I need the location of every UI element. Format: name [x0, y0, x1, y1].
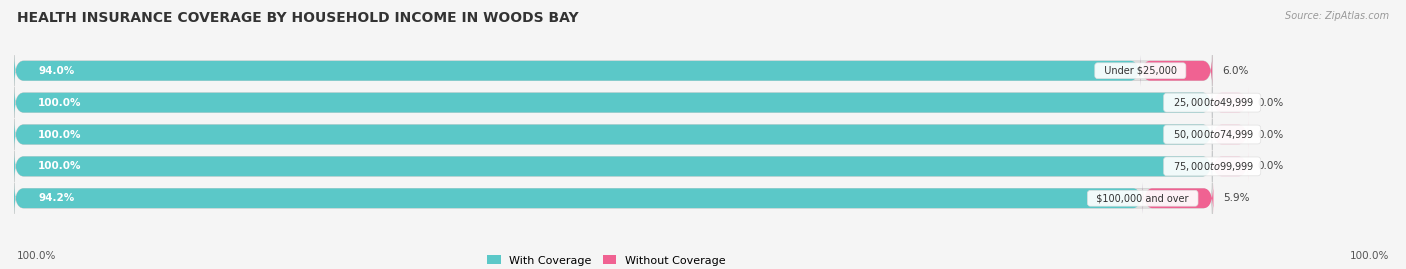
Text: 100.0%: 100.0% [1350, 251, 1389, 261]
FancyBboxPatch shape [14, 151, 1212, 182]
Text: HEALTH INSURANCE COVERAGE BY HOUSEHOLD INCOME IN WOODS BAY: HEALTH INSURANCE COVERAGE BY HOUSEHOLD I… [17, 11, 578, 25]
FancyBboxPatch shape [14, 87, 1212, 118]
FancyBboxPatch shape [1212, 119, 1249, 150]
FancyBboxPatch shape [14, 87, 1212, 118]
FancyBboxPatch shape [14, 183, 1212, 214]
Text: 100.0%: 100.0% [17, 251, 56, 261]
Text: 5.9%: 5.9% [1223, 193, 1250, 203]
FancyBboxPatch shape [1140, 55, 1212, 86]
Text: $50,000 to $74,999: $50,000 to $74,999 [1167, 128, 1258, 141]
FancyBboxPatch shape [1143, 183, 1213, 214]
Text: $25,000 to $49,999: $25,000 to $49,999 [1167, 96, 1258, 109]
Text: $75,000 to $99,999: $75,000 to $99,999 [1167, 160, 1258, 173]
FancyBboxPatch shape [14, 55, 1212, 86]
Text: 100.0%: 100.0% [38, 98, 82, 108]
Text: 94.2%: 94.2% [38, 193, 75, 203]
FancyBboxPatch shape [14, 119, 1212, 150]
Text: 0.0%: 0.0% [1258, 129, 1284, 140]
Text: 0.0%: 0.0% [1258, 161, 1284, 171]
Text: 0.0%: 0.0% [1258, 98, 1284, 108]
FancyBboxPatch shape [1212, 151, 1249, 182]
FancyBboxPatch shape [14, 55, 1140, 86]
Text: Under $25,000: Under $25,000 [1098, 66, 1182, 76]
FancyBboxPatch shape [14, 151, 1212, 182]
Text: 6.0%: 6.0% [1222, 66, 1249, 76]
Text: 94.0%: 94.0% [38, 66, 75, 76]
Text: $100,000 and over: $100,000 and over [1090, 193, 1195, 203]
Text: Source: ZipAtlas.com: Source: ZipAtlas.com [1285, 11, 1389, 21]
Text: 100.0%: 100.0% [38, 129, 82, 140]
FancyBboxPatch shape [1212, 87, 1249, 118]
FancyBboxPatch shape [14, 119, 1212, 150]
Legend: With Coverage, Without Coverage: With Coverage, Without Coverage [482, 251, 730, 269]
Text: 100.0%: 100.0% [38, 161, 82, 171]
FancyBboxPatch shape [14, 183, 1143, 214]
